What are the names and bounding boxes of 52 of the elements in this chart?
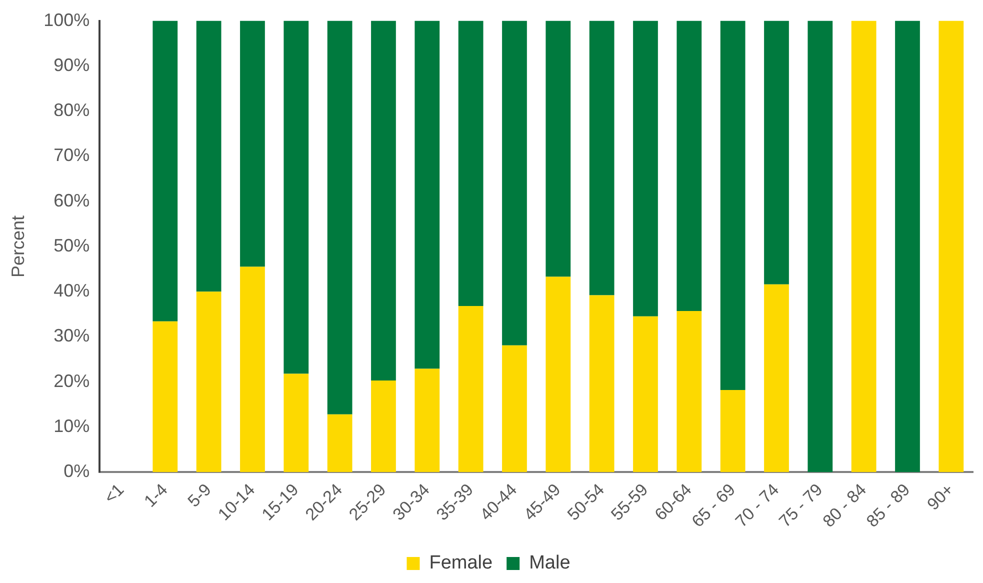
bar: [327, 414, 352, 472]
bar: [327, 20, 352, 414]
y-tick-label: 30%: [54, 326, 90, 346]
x-tick-label: 1-4: [140, 480, 172, 511]
bar: [938, 20, 964, 472]
bar: [196, 292, 222, 472]
bar: [152, 20, 178, 322]
x-tick-label: <1: [100, 480, 128, 508]
bar: [546, 20, 571, 277]
bar: [196, 20, 222, 292]
y-tick-label: 100%: [44, 10, 90, 30]
bar: [589, 20, 614, 296]
bar: [371, 380, 396, 472]
bar: [720, 20, 746, 390]
bar: [414, 20, 440, 369]
bar: [240, 266, 265, 472]
y-tick-label: 50%: [54, 235, 90, 256]
bar: [633, 316, 658, 472]
legend-label: Female: [429, 552, 493, 574]
x-tick-label: 5-9: [184, 480, 215, 511]
bar: [895, 20, 920, 472]
x-tick-label: 90+: [923, 480, 958, 514]
bar: [458, 306, 484, 472]
bar: [371, 20, 396, 381]
legend-label: Male: [529, 552, 570, 574]
bar: [764, 20, 789, 284]
bar: [764, 284, 789, 472]
y-tick-label: 80%: [54, 100, 90, 120]
y-tick-label: 0%: [64, 461, 90, 482]
y-tick-label: 70%: [54, 145, 90, 166]
bar: [284, 374, 309, 472]
bar: [502, 20, 527, 346]
bar: [458, 20, 484, 306]
bar: [851, 20, 876, 472]
bar: [414, 368, 440, 472]
bar: [152, 321, 178, 472]
bar: [808, 20, 833, 472]
bar: [240, 20, 265, 267]
bar: [720, 390, 746, 472]
bar: [676, 311, 702, 472]
y-tick-label: 10%: [54, 416, 90, 436]
bar: [589, 295, 614, 472]
y-tick-label: 40%: [54, 280, 90, 301]
bar: [633, 20, 658, 316]
y-tick-label: 60%: [54, 190, 90, 210]
bar: [284, 20, 309, 374]
bar: [502, 345, 527, 472]
bar: [676, 20, 702, 312]
bar: [546, 276, 571, 472]
y-tick-label: 90%: [54, 54, 90, 75]
y-tick-label: 20%: [54, 370, 90, 391]
y-axis-title: Percent: [8, 215, 28, 278]
